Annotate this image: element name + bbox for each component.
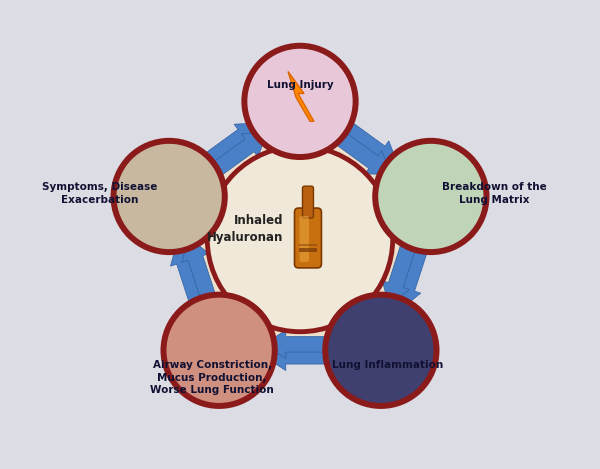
FancyArrow shape bbox=[394, 238, 430, 310]
Circle shape bbox=[166, 298, 272, 403]
Text: Airway Constriction,
Mucus Production,
Worse Lung Function: Airway Constriction, Mucus Production, W… bbox=[150, 360, 274, 395]
Circle shape bbox=[110, 138, 228, 255]
Circle shape bbox=[247, 49, 353, 154]
FancyArrow shape bbox=[182, 237, 218, 308]
Circle shape bbox=[322, 292, 440, 409]
FancyArrow shape bbox=[204, 133, 268, 182]
FancyArrow shape bbox=[383, 194, 389, 213]
FancyArrow shape bbox=[283, 144, 303, 148]
Bar bbox=[299, 248, 317, 252]
FancyArrow shape bbox=[264, 342, 336, 371]
FancyArrow shape bbox=[197, 123, 260, 172]
Circle shape bbox=[328, 298, 434, 403]
FancyArrow shape bbox=[297, 144, 317, 148]
FancyArrow shape bbox=[335, 117, 398, 166]
FancyArrow shape bbox=[352, 304, 368, 316]
FancyArrow shape bbox=[232, 304, 248, 316]
FancyArrow shape bbox=[206, 207, 213, 227]
FancyBboxPatch shape bbox=[295, 208, 322, 268]
FancyArrow shape bbox=[341, 313, 357, 325]
Text: Lung Inflammation: Lung Inflammation bbox=[332, 360, 443, 370]
Text: Symptoms, Disease
Exacerbation: Symptoms, Disease Exacerbation bbox=[43, 182, 158, 204]
FancyBboxPatch shape bbox=[299, 216, 309, 262]
Polygon shape bbox=[288, 71, 314, 121]
Circle shape bbox=[372, 138, 490, 255]
Text: Breakdown of the
Lung Matrix: Breakdown of the Lung Matrix bbox=[442, 182, 547, 204]
Bar bbox=[299, 244, 317, 246]
FancyArrow shape bbox=[170, 241, 207, 312]
FancyArrow shape bbox=[243, 312, 259, 324]
FancyArrow shape bbox=[328, 126, 391, 175]
FancyArrow shape bbox=[382, 235, 419, 306]
FancyArrow shape bbox=[211, 194, 217, 213]
Circle shape bbox=[160, 292, 278, 409]
FancyArrow shape bbox=[264, 330, 336, 359]
FancyBboxPatch shape bbox=[302, 186, 313, 218]
Circle shape bbox=[378, 144, 484, 249]
Circle shape bbox=[241, 43, 359, 160]
Polygon shape bbox=[169, 101, 431, 350]
Text: Inhaled
Hyaluronan: Inhaled Hyaluronan bbox=[206, 214, 283, 244]
Text: Lung Injury: Lung Injury bbox=[266, 80, 334, 90]
Circle shape bbox=[116, 144, 222, 249]
Circle shape bbox=[207, 146, 393, 332]
FancyArrow shape bbox=[388, 207, 394, 226]
